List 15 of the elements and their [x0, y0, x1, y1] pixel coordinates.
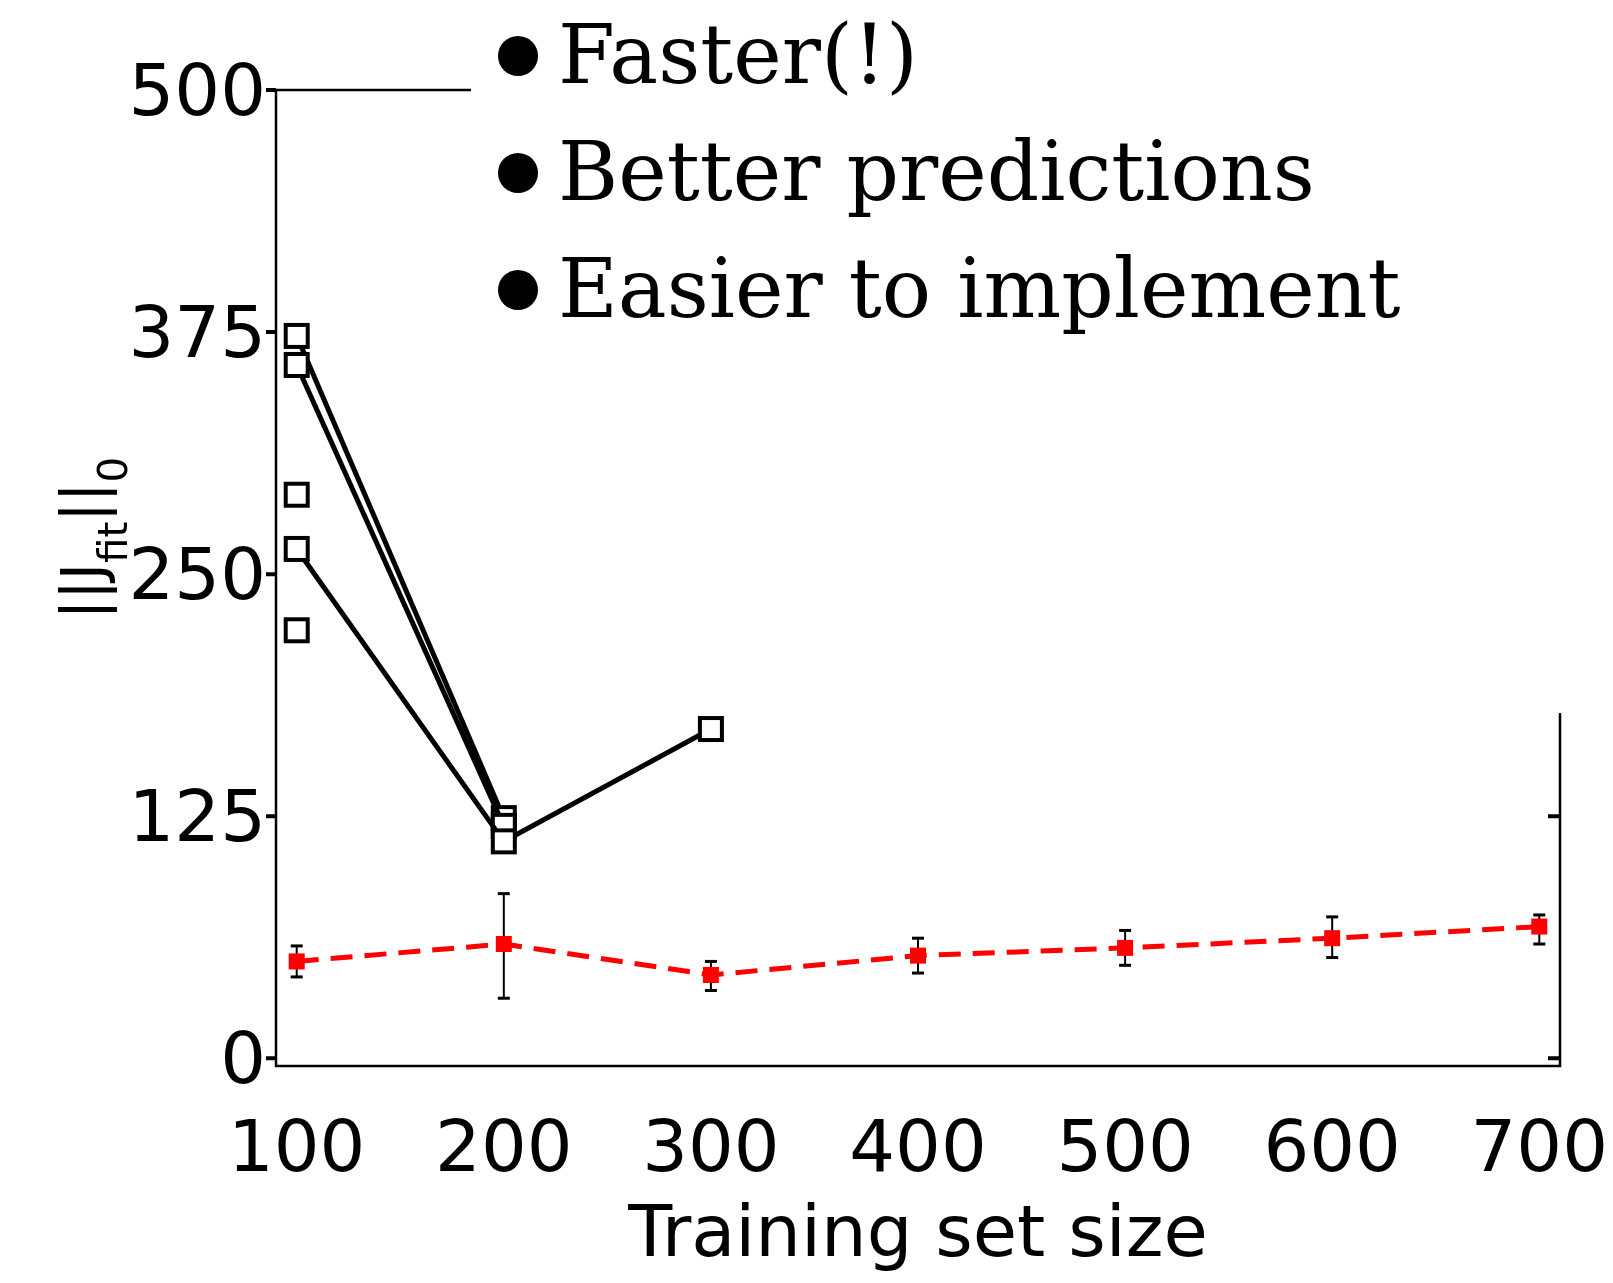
x-tick-label: 500 [1056, 1104, 1194, 1188]
x-tick-label: 200 [435, 1104, 573, 1188]
y-tick-label: 125 [128, 774, 266, 859]
x-tick-label: 300 [642, 1104, 780, 1188]
annotation: Better predictions [558, 124, 1315, 219]
y-tick-label: 0 [220, 1016, 266, 1101]
y-tick-label: 500 [128, 48, 266, 133]
x-tick-label: 400 [849, 1104, 987, 1188]
x-tick-label: 100 [227, 1104, 366, 1188]
x-tick-label: 600 [1263, 1104, 1401, 1188]
y-tick-label: 375 [128, 290, 266, 375]
annotation: Easier to implement [558, 241, 1401, 336]
annotation: Faster(!) [558, 7, 918, 102]
x-tick-label: 700 [1470, 1104, 1609, 1188]
x-axis-title: Training set size [627, 1189, 1208, 1273]
